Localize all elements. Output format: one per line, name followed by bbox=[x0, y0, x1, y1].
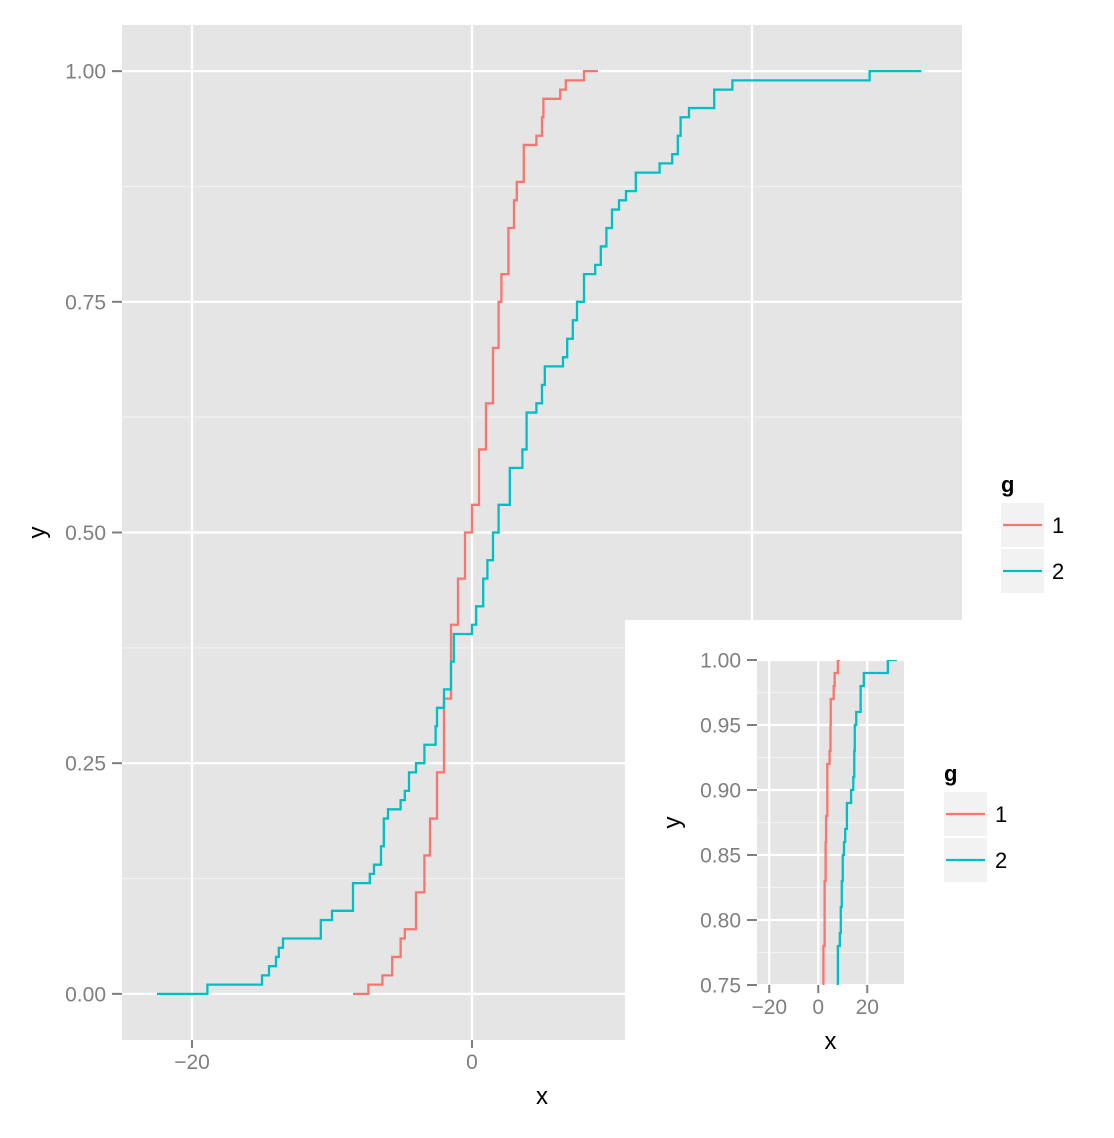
y-tick-label: 1.00 bbox=[65, 61, 106, 84]
y-tick-label: 0.90 bbox=[700, 780, 741, 803]
y-tick-label: 0.25 bbox=[65, 753, 106, 776]
y-tick-label: 0.85 bbox=[700, 845, 741, 868]
ecdf-line-series-2 bbox=[836, 660, 897, 985]
y-tick-label: 0.00 bbox=[65, 983, 106, 1006]
y-tick-label: 0.80 bbox=[700, 910, 741, 933]
inset-legend: g 1 2 bbox=[944, 761, 1007, 882]
x-tick-label: 0 bbox=[812, 996, 824, 1019]
y-axis-title: y bbox=[659, 817, 686, 829]
series-layer bbox=[822, 660, 897, 985]
x-tick-label: 0 bbox=[466, 1051, 478, 1074]
ecdf-line-series-1 bbox=[353, 69, 598, 996]
x-tick-label: −20 bbox=[751, 996, 787, 1019]
x-tick-label: −20 bbox=[174, 1051, 210, 1074]
y-tick-label: 0.95 bbox=[700, 715, 741, 738]
x-axis-title: x bbox=[536, 1083, 548, 1110]
x-axis-title: x bbox=[825, 1028, 837, 1055]
y-tick-label: 0.75 bbox=[65, 291, 106, 314]
series-layer bbox=[157, 69, 922, 996]
legend-title: g bbox=[944, 761, 957, 786]
legend-title: g bbox=[1001, 472, 1014, 497]
ecdf-line-series-2 bbox=[157, 69, 922, 996]
ecdf-line-series-1 bbox=[822, 660, 841, 985]
legend-label-2: 2 bbox=[995, 848, 1007, 873]
inset-plot: −20 0 20 0.75 0.80 0.85 0.90 0.95 1.00 x y bbox=[659, 650, 904, 1055]
y-tick-label: 0.75 bbox=[700, 975, 741, 998]
x-tick-label: 20 bbox=[856, 996, 879, 1019]
legend-label-1: 1 bbox=[995, 802, 1007, 827]
legend-label-2: 2 bbox=[1052, 559, 1064, 584]
y-tick-label: 0.50 bbox=[65, 522, 106, 545]
main-plot: −20 0 0.00 0.25 0.50 0.75 1.00 x y bbox=[24, 25, 962, 1110]
y-tick-label: 1.00 bbox=[700, 650, 741, 673]
legend-label-1: 1 bbox=[1052, 513, 1064, 538]
y-axis-title: y bbox=[24, 527, 51, 539]
main-legend: g 1 2 bbox=[1001, 472, 1064, 593]
